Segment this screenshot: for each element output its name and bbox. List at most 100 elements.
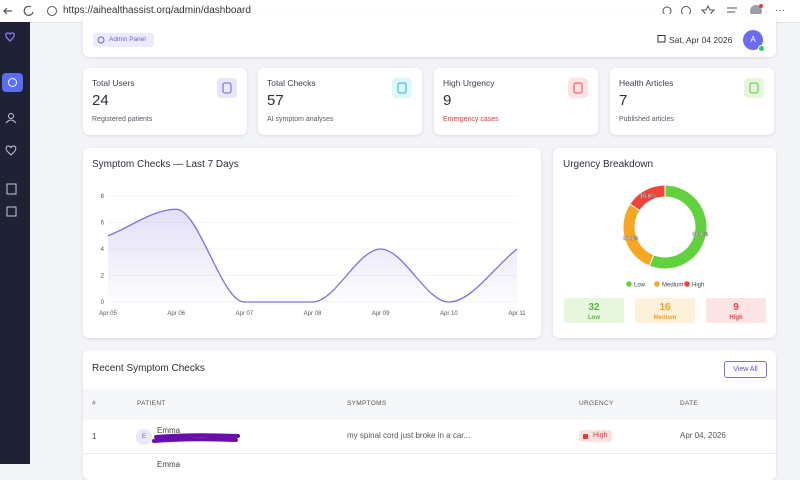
column-header: DATE [680, 400, 699, 407]
legend-label: Low [634, 283, 646, 289]
chart-title: Symptom Checks — Last 7 Days [92, 159, 239, 170]
badge-icon [97, 36, 105, 44]
stat-icon-glyph [749, 82, 759, 94]
stat-icon-shape [397, 82, 407, 94]
stat-card: High Urgency 9 Emergency cases [434, 68, 598, 135]
donut-segment [629, 184, 666, 212]
x-tick-label: Apr 11 [508, 311, 526, 317]
stat-icon [744, 78, 764, 98]
sidebar [0, 22, 30, 464]
redaction-stroke [152, 433, 240, 443]
back-icon[interactable] [3, 7, 12, 15]
stat-icon-glyph [222, 82, 232, 94]
stat-title: High Urgency [443, 78, 495, 88]
stat-value: 7 [619, 92, 628, 109]
online-dot [758, 45, 765, 52]
column-header: PATIENT [137, 400, 166, 407]
y-tick-label: 4 [101, 247, 105, 253]
nav-library[interactable] [6, 206, 17, 217]
line-chart: Symptom Checks — Last 7 Days 0 2 4 6 8 Apr 05… [92, 159, 526, 317]
row-divider [83, 453, 776, 454]
count-box [706, 298, 766, 323]
stat-value: 9 [443, 92, 452, 109]
column-header: SYMPTOMS [347, 400, 387, 407]
legend-label: Medium [662, 283, 683, 289]
stat-card: Total Checks 57 AI symptom analyses [258, 68, 422, 135]
stat-icon [568, 78, 588, 98]
donut-label: 15.8% [640, 193, 656, 199]
stat-title: Total Checks [267, 78, 316, 88]
x-tick-label: Apr 10 [440, 311, 458, 317]
nav-users[interactable] [8, 113, 14, 119]
legend-dot [684, 281, 690, 287]
nav-articles[interactable] [6, 183, 17, 195]
profile-dot [759, 4, 763, 8]
header-card: Admin Panel Sat, Apr 04 2026 A [83, 14, 776, 57]
x-tick-label: Apr 07 [235, 311, 253, 317]
view-all-button[interactable]: View All [724, 361, 767, 378]
date: Apr 04, 2026 [680, 431, 726, 440]
badge-icon-shape [97, 36, 105, 44]
stat-note: Published articles [619, 116, 674, 123]
y-tick-label: 6 [101, 221, 105, 227]
stat-note: Emergency cases [443, 116, 499, 123]
stat-card: Total Users 24 Registered patients [83, 68, 247, 135]
stat-title: Health Articles [619, 78, 674, 88]
stat-note: Registered patients [92, 116, 153, 123]
recent-card: Recent Symptom Checks View All [83, 350, 776, 480]
calendar-icon [657, 35, 666, 43]
y-tick-label: 2 [101, 274, 105, 280]
nav-users-body [5, 119, 17, 124]
url[interactable]: https://aihealthassist.org/admin/dashboa… [63, 5, 251, 16]
y-tick-label: 8 [101, 194, 105, 200]
urgency-icon [583, 434, 588, 439]
stat-card: Health Articles 7 Published articles [610, 68, 774, 135]
recent-title: Recent Symptom Checks [92, 363, 205, 374]
menu-icon[interactable]: ··· [775, 5, 785, 16]
row-number: 1 [92, 432, 97, 441]
x-tick-label: Apr 08 [304, 311, 322, 317]
table-header [83, 389, 776, 420]
logo-icon [5, 32, 15, 42]
count-value: 9 [733, 302, 739, 313]
stat-value: 57 [267, 92, 284, 109]
line [107, 208, 518, 303]
stat-icon [217, 78, 237, 98]
donut-label: 28.1% [623, 236, 639, 242]
patient-avatar: E [136, 429, 152, 445]
legend-dot [654, 281, 660, 287]
legend-dot [626, 281, 632, 287]
column-header: # [92, 400, 96, 407]
stat-title: Total Users [92, 78, 135, 88]
patient-name: Emma [157, 426, 181, 435]
donut-chart: Urgency Breakdown 56.1% 28.1% 15.8% Low Medi… [563, 159, 766, 323]
stat-icon-shape [749, 82, 759, 94]
header-date: Sat, Apr 04 2026 [669, 35, 733, 45]
badge-text: Admin Panel [109, 36, 146, 43]
symptoms: my spinal cord just broke in a car... [347, 431, 471, 440]
y-tick-label: 0 [101, 300, 105, 306]
calendar-shape [657, 35, 666, 43]
admin-badge: Admin Panel [93, 33, 154, 47]
user-avatar[interactable]: A [743, 30, 763, 50]
x-tick-label: Apr 09 [372, 311, 390, 317]
site-info-icon[interactable] [47, 6, 57, 16]
reload-icon[interactable] [23, 5, 34, 16]
x-tick-label: Apr 05 [99, 311, 117, 317]
urgency-badge: High [579, 430, 613, 442]
chart-title: Urgency Breakdown [563, 159, 653, 170]
stat-value: 24 [92, 92, 109, 109]
sidebar-icons [2, 32, 23, 217]
line-chart-card: Symptom Checks — Last 7 Days 0 2 4 6 8 Apr 05… [83, 148, 541, 338]
count-value: 32 [588, 302, 600, 313]
donut-label: 56.1% [693, 232, 709, 238]
stat-note: AI symptom analyses [267, 116, 334, 123]
redaction-scribble [152, 433, 240, 443]
count-box [564, 298, 624, 323]
patient-name: Emma [157, 460, 181, 469]
count-box [635, 298, 695, 323]
nav-dashboard[interactable] [2, 73, 23, 92]
nav-checks[interactable] [5, 145, 17, 156]
stat-icon-glyph [397, 82, 407, 94]
